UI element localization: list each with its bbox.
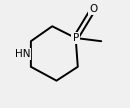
Text: HN: HN <box>15 49 30 59</box>
Text: P: P <box>73 33 79 43</box>
Text: O: O <box>90 4 98 14</box>
